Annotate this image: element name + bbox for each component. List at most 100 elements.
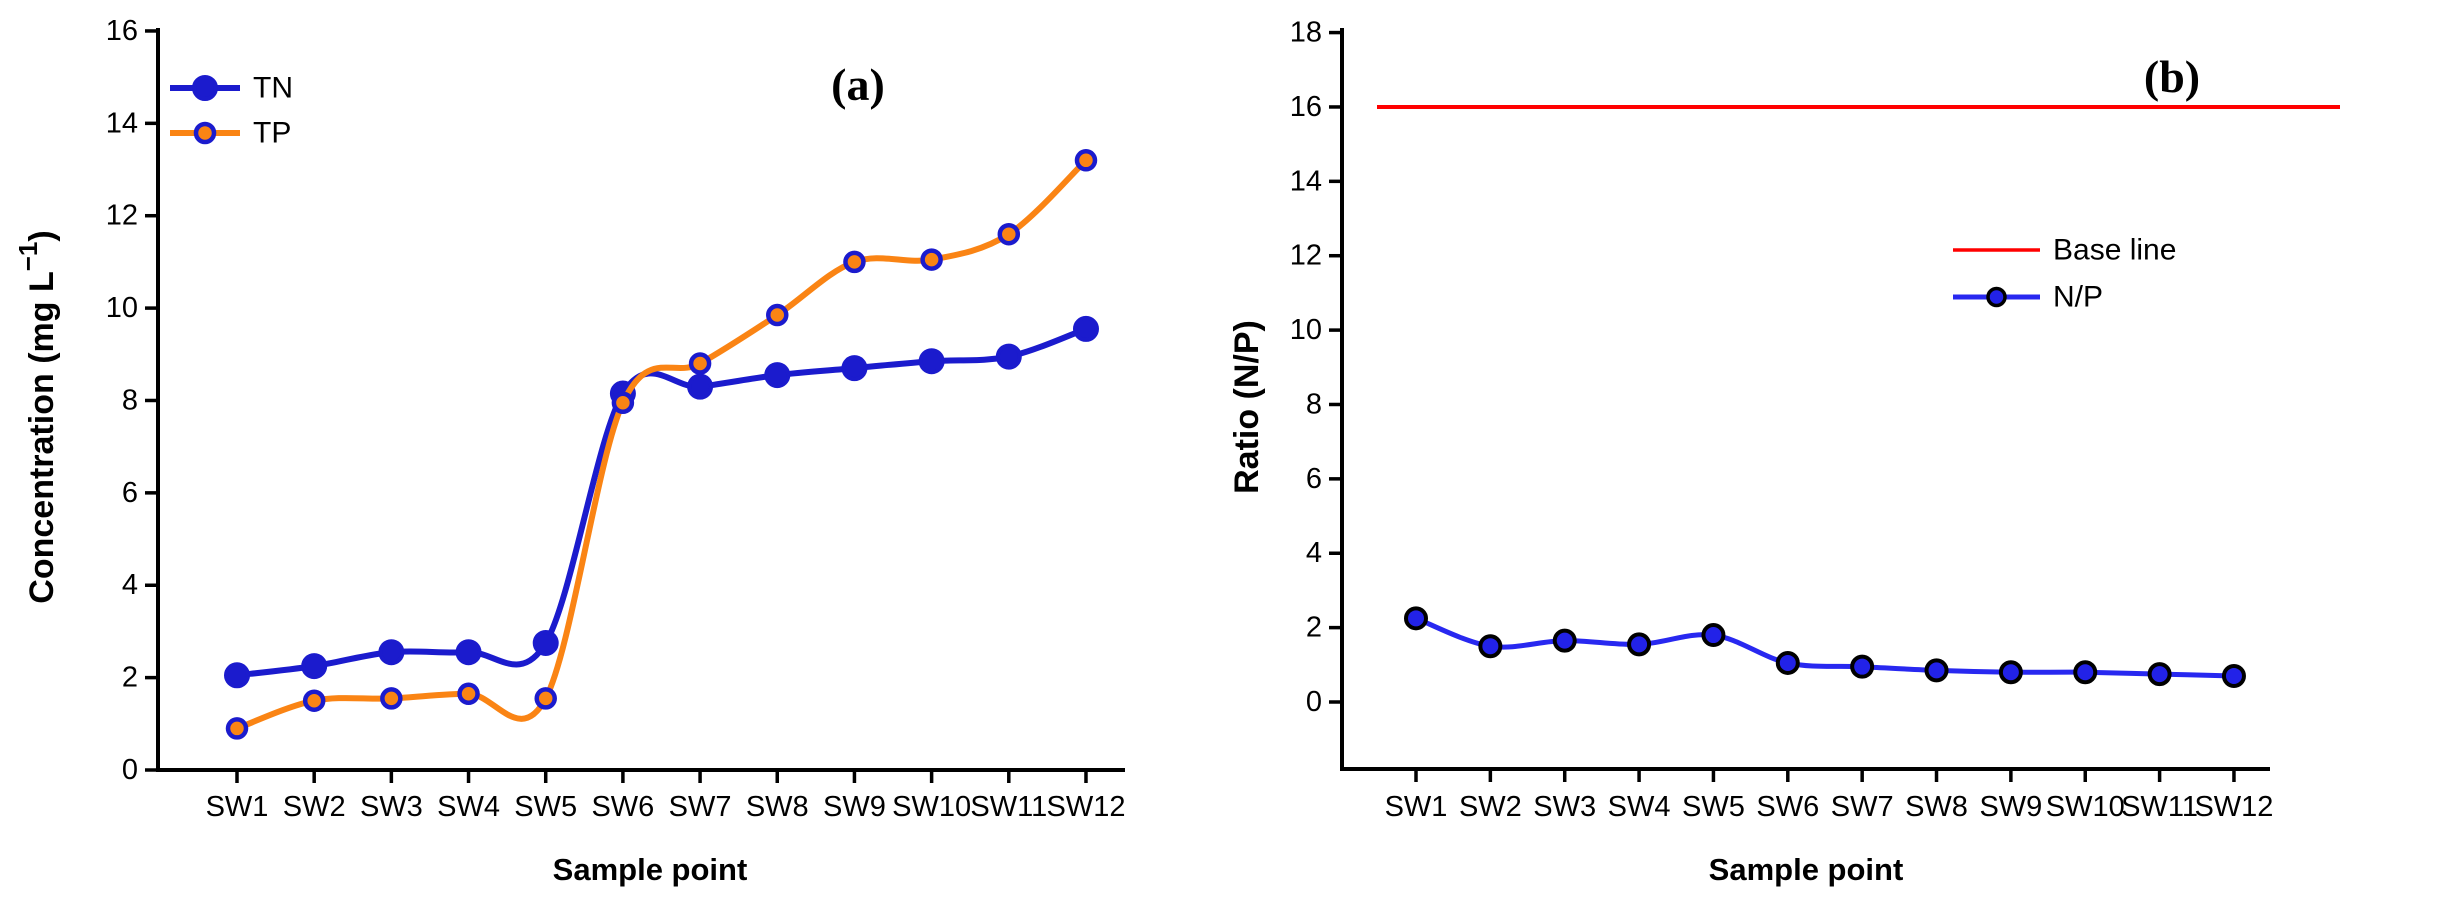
panel-a-series-tn-marker-sw10 [918,348,945,375]
panel-b-legend-label-np: N/P [2053,281,2103,314]
panel-b-y-tick-label-10: 10 [1290,314,1322,346]
panel-b-y-tick-label-0: 0 [1306,686,1322,718]
panel-b-legend-label-baseline: Base line [2053,234,2176,267]
panel-a-axis-spines [156,28,1125,772]
panel-b-series-np-marker-sw8 [1924,658,1949,683]
panel-a-x-tick-label-sw6: SW6 [591,791,654,823]
panel-a-series-tn-marker-sw8 [764,362,791,389]
panel-a-x-tick-label-sw1: SW1 [206,791,269,823]
panel-b-series-np-marker-sw6 [1775,650,1800,675]
panel-b-x-tick-label-sw5: SW5 [1682,791,1745,823]
panel-a-x-tick-label-sw2: SW2 [283,791,346,823]
panel-b-y-tick-label-6: 6 [1306,463,1322,495]
panel-b-x-tick-label-sw8: SW8 [1905,791,1968,823]
panel-a-series-tn-marker-sw9 [841,355,868,382]
panel-b-y-tick-label-8: 8 [1306,388,1322,420]
panel-b-x-tick-label-sw9: SW9 [1979,791,2042,823]
panel-b-y-tick-label-14: 14 [1290,165,1322,197]
panel-a-series-tp-marker-sw1 [225,717,249,740]
panel-a-y-tick-label-0: 0 [122,754,138,786]
panel-a-x-tick-label-sw8: SW8 [746,791,809,823]
panel-a-series-tp-marker-sw7 [688,352,712,375]
panel-a-series-tn-marker-sw2 [301,653,328,680]
panel-a-series-tp-marker-sw4 [457,682,480,706]
panel-b-y-tick-label-2: 2 [1306,612,1322,644]
panel-b-series-np-marker-sw11 [2147,662,2172,687]
panel-b-series-np-curve [1413,615,2237,679]
panel-a-series-tn-marker-sw1 [224,662,250,689]
panel-b-title: (b) [2144,51,2200,102]
panel-a-series-tn-marker-sw11 [995,343,1022,370]
panel-b-x-tick-label-sw2: SW2 [1459,791,1522,823]
panel-a-legend-label-tn: TN [253,72,293,105]
panel-a-series-tn-marker-sw12 [1072,315,1099,342]
panel-a-y-tick-label-8: 8 [122,384,138,416]
panel-b-series-np-marker-sw3 [1552,628,1577,653]
panel-b-x-tick-label-sw1: SW1 [1385,791,1448,823]
panel-b-x-tick-label-sw11: SW11 [2121,791,2198,823]
panel-a-series-tp-marker-sw9 [843,250,866,274]
panel-b-y-axis-title: Ratio (N/P) [1228,320,1266,494]
panel-a-series-tp-marker-sw5 [534,687,557,710]
panel-a-x-tick-label-sw7: SW7 [669,791,732,823]
panel-b-plot-layer: 0 2 4 6 8 10 12 14 16 18 SW1 SW2 SW3 SW4 SW5 SW6 SW7 SW8 S… [1290,17,2340,823]
panel-a-series-tp-marker-sw2 [302,689,326,712]
panel-b-legend-np-marker [1986,286,2007,308]
panel-b-x-tick-label-sw7: SW7 [1831,791,1894,823]
panel-a-series-tn-marker-sw4 [455,639,482,666]
panel-a-y-tick-label-12: 12 [106,200,138,232]
panel-a-plot-layer: 0 2 4 6 8 10 12 14 16 SW1 SW2 SW3 SW4 SW5 SW6 SW7 SW8 SW9… [13,15,1125,823]
panel-a-series-tp-curve [234,157,1089,732]
panel-b-series-np-marker-sw12 [2221,663,2246,688]
panel-b-series-np-marker-sw7 [1850,654,1875,679]
panel-a-series-tn-marker-sw3 [378,639,405,666]
panel-b-y-tick-label-4: 4 [1306,537,1322,569]
panel-b-axis-spines [1340,28,2270,771]
panel-b-series-np-marker-sw1 [1404,606,1428,631]
panel-a-series-tn-marker-sw5 [532,629,559,656]
panel-a-y-tick-label-2: 2 [122,662,138,694]
panel-a-series-tp-marker-sw8 [766,303,789,327]
panel-b-y-tick-label-12: 12 [1290,240,1322,272]
panel-a-x-axis-title: Sample point [553,852,748,887]
panel-a-x-tick-label-sw12: SW12 [1046,791,1125,823]
panel-a-legend-label-tp: TP [253,117,291,150]
panel-a-series-tp-marker-sw12 [1074,149,1098,172]
panel-b-x-tick-label-sw10: SW10 [2046,791,2125,823]
panel-a-series-tp-marker-sw10 [920,248,943,271]
panel-b-series-np-marker-sw9 [1998,660,2023,685]
panel-b-x-tick-label-sw12: SW12 [2194,791,2273,823]
panel-a-y-axis-title: Concentration (mg L−1) [13,230,61,603]
panel-b-series-np-marker-sw5 [1701,623,1726,648]
panel-a-y-tick-label-6: 6 [122,477,138,509]
panel-a-x-tick-label-sw10: SW10 [892,791,971,823]
panel-a-x-tick-label-sw5: SW5 [514,791,577,823]
panel-a-x-tick-label-sw3: SW3 [360,791,423,823]
panel-b-x-tick-label-sw3: SW3 [1533,791,1596,823]
panel-a-y-tick-label-10: 10 [106,292,138,324]
panel-a-series-tp-marker-sw3 [380,687,403,710]
panel-a-series-tp-marker-sw6 [611,391,635,415]
panel-a-series-tp-marker-sw11 [997,222,1021,246]
panel-b-series-np-marker-sw2 [1478,634,1503,659]
panel-b-x-tick-label-sw4: SW4 [1608,791,1671,823]
panel-a-y-tick-label-16: 16 [106,15,138,47]
panel-a-x-tick-label-sw11: SW11 [970,791,1047,823]
panel-b-x-axis-title: Sample point [1709,852,1904,887]
panel-b-series-np-marker-sw4 [1627,632,1652,657]
panel-b-y-tick-label-18: 18 [1290,17,1322,49]
panel-a-legend-tn-marker [192,75,218,101]
panel-a-series-tn-marker-sw7 [687,373,714,400]
panel-b-series-np-marker-sw10 [2073,660,2098,685]
panel-a-title: (a) [831,59,885,110]
panel-a-series-tn-curve [234,325,1089,679]
panel-a-x-tick-label-sw4: SW4 [437,791,500,823]
panel-a-legend-tp-marker [193,121,217,145]
panel-a-x-tick-label-sw9: SW9 [823,791,886,823]
panel-b-y-tick-label-16: 16 [1290,91,1322,123]
panel-a-y-tick-label-14: 14 [106,107,138,139]
panel-b-x-tick-label-sw6: SW6 [1756,791,1819,823]
panel-a-y-tick-label-4: 4 [122,569,138,601]
